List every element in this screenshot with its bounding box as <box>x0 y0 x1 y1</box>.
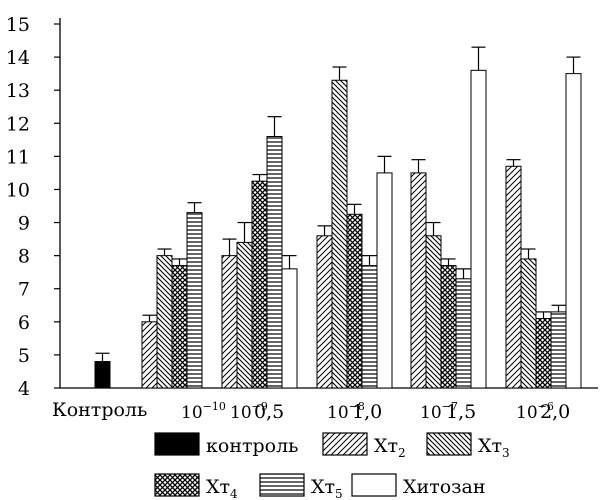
label-base: 10 <box>420 403 442 423</box>
bar-хт-3-group-3 <box>331 79 348 389</box>
category-label-chitosan-dose: 0,5 <box>254 401 284 423</box>
legend-swatch-контроль <box>154 432 200 456</box>
legend-subscript: 5 <box>335 487 343 500</box>
legend-subscript: 4 <box>230 487 238 500</box>
category-label-chitosan-dose: 2,0 <box>540 401 570 423</box>
bar-хт-3-group-5 <box>520 258 537 389</box>
legend-swatch-хт-5 <box>259 473 305 497</box>
legend-swatch-хт-3 <box>426 432 472 456</box>
y-tick-label: 13 <box>6 80 30 102</box>
label-base: 10 <box>327 403 349 423</box>
bar-хт-3-group-4 <box>425 235 442 389</box>
legend-name: Хитозан <box>403 476 486 498</box>
label-base: 10 <box>516 403 538 423</box>
bar-хт-5-group-5 <box>550 311 567 389</box>
legend-swatch-хт-4 <box>154 473 200 497</box>
bar-хт-2-group-5 <box>505 165 522 389</box>
y-tick-label: 7 <box>18 279 30 301</box>
category-label-concentration: 10−8 <box>327 400 365 423</box>
category-label-concentration: 10−6 <box>516 400 554 423</box>
bar-хитозан-group-4 <box>470 69 487 389</box>
legend-swatch-хт-2 <box>322 432 368 456</box>
bar-хт-5-group-4 <box>455 278 472 389</box>
legend-label-хт-2: Хт2 <box>374 435 406 460</box>
axes: 4 5 6 7 8 9 10 11 12 13 14 15 <box>6 14 598 400</box>
bar-хт-4-group-5 <box>535 318 552 389</box>
legend-label-хитозан: Хитозан <box>403 476 486 498</box>
bar-контроль-group-0 <box>94 361 111 389</box>
y-tick-label: 5 <box>18 345 30 367</box>
label-exponent: −8 <box>349 400 365 413</box>
bar-хитозан-group-5 <box>565 73 582 389</box>
bar-хт-3-group-2 <box>236 241 253 389</box>
bar-хитозан-group-3 <box>376 172 393 389</box>
bar-хт-3-group-1 <box>156 255 173 389</box>
legend-name: Хт <box>478 435 502 457</box>
y-tick-label: 11 <box>6 146 30 168</box>
legend-subscript: 2 <box>398 446 406 460</box>
bar-хт-5-group-1 <box>186 212 203 389</box>
y-tick-label: 10 <box>6 179 30 201</box>
y-tick-label: 9 <box>18 213 30 235</box>
legend-label-хт-5: Хт5 <box>311 476 343 500</box>
legend-name: Хт <box>311 476 335 498</box>
bar-хт-2-group-3 <box>316 235 333 389</box>
label-exponent: −6 <box>538 400 554 413</box>
legend-label-контроль: контроль <box>206 435 299 457</box>
category-labels: Контроль 10−10 10−90,5 10−81,0 10−71,5 10−62,… <box>52 399 570 423</box>
label-exponent: −10 <box>203 400 226 413</box>
label-exponent: −7 <box>442 400 458 413</box>
y-tick-label: 4 <box>18 378 30 400</box>
bar-хт-5-group-2 <box>266 136 283 389</box>
bars <box>94 46 582 389</box>
category-label-control: Контроль <box>52 399 147 421</box>
label-exponent: −9 <box>252 400 268 413</box>
y-tick-label: 6 <box>18 312 30 334</box>
category-label-concentration: 10−7 <box>420 400 458 423</box>
y-tick-label: 15 <box>6 14 30 36</box>
label-base: 10 <box>230 403 252 423</box>
category-label-chitosan-dose: 1,0 <box>352 401 382 423</box>
label-base: 10 <box>181 403 203 423</box>
y-tick-label: 8 <box>18 246 30 268</box>
y-tick-label: 12 <box>6 113 30 135</box>
bar-хт-2-group-4 <box>410 172 427 389</box>
category-label-chitosan-dose: 1,5 <box>446 401 476 423</box>
legend-name: Хт <box>206 476 230 498</box>
y-tick-label: 14 <box>6 47 30 69</box>
legend-name: контроль <box>206 435 299 457</box>
legend-label-хт-3: Хт3 <box>478 435 510 460</box>
bar-хт-4-group-2 <box>251 180 268 389</box>
bar-хт-4-group-1 <box>171 265 188 389</box>
legend-swatch-хитозан <box>351 473 397 497</box>
legend-name: Хт <box>374 435 398 457</box>
legend-label-хт-4: Хт4 <box>206 476 238 500</box>
category-label-concentration: 10−10 <box>181 400 226 423</box>
bar-хитозан-group-2 <box>281 268 298 389</box>
bar-хт-5-group-3 <box>361 265 378 389</box>
category-label-concentration: 10−9 <box>230 400 268 423</box>
bar-хт-2-group-1 <box>141 321 158 389</box>
bar-хт-4-group-4 <box>440 265 457 389</box>
bar-хт-4-group-3 <box>346 213 363 389</box>
legend-subscript: 3 <box>502 446 510 460</box>
bar-хт-2-group-2 <box>221 255 238 389</box>
